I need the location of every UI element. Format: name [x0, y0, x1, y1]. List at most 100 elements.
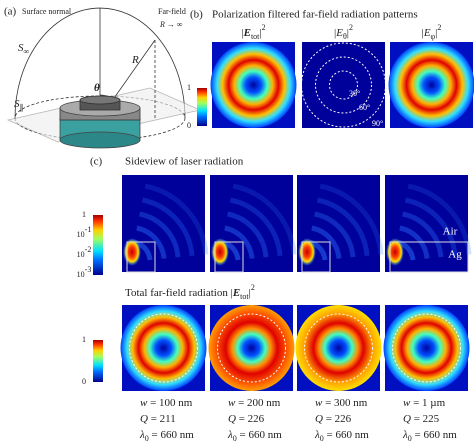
text-segment: 0	[408, 434, 412, 443]
sample-width: w = 100 nm	[140, 397, 193, 409]
text-segment: |	[347, 27, 349, 39]
text-segment: = 211	[148, 413, 176, 425]
annotation: θ	[94, 82, 100, 94]
wavefront	[224, 225, 255, 259]
text-segment: Total far-field radiation |	[125, 287, 233, 299]
geometry-sketch	[6, 7, 202, 149]
text-segment: |	[249, 287, 251, 299]
colorbar	[93, 340, 103, 382]
text-segment: Q	[228, 413, 236, 425]
far-field-pattern	[208, 305, 295, 391]
text-segment: φ	[431, 32, 436, 41]
annotation: S∥	[14, 98, 24, 113]
sample-q: Q = 226	[315, 413, 352, 425]
colorbar-tick: 10-1	[77, 225, 92, 239]
sample-q: Q = 211	[140, 413, 176, 425]
text-segment: = 1 µm	[410, 397, 445, 409]
text-segment: |	[334, 27, 336, 39]
text-segment: λ	[402, 429, 408, 441]
angle-circle	[129, 313, 198, 383]
wavefront	[319, 183, 384, 255]
far-field-pattern	[383, 305, 470, 391]
colorbar-tick: 10-2	[77, 245, 92, 259]
text-segment: Q	[140, 413, 148, 425]
text-segment: E	[243, 27, 251, 39]
far-field-patterns	[197, 42, 474, 128]
text-segment: 0	[82, 377, 86, 386]
text-segment: 10	[77, 230, 85, 239]
text-segment: 1	[82, 210, 86, 219]
wavefront	[232, 183, 297, 255]
text-segment: 1	[187, 83, 191, 92]
structure-outline	[301, 241, 331, 273]
text-segment: = 100 nm	[147, 397, 192, 409]
panel-title: Sideview of laser radiation	[125, 156, 244, 168]
text-segment: Q	[315, 413, 323, 425]
text-segment: = 300 nm	[322, 397, 367, 409]
text-segment: 2	[437, 23, 441, 32]
text-segment: w	[140, 397, 148, 409]
text-segment: -1	[85, 225, 92, 234]
wavefront	[402, 211, 444, 258]
text-segment: θ	[343, 32, 347, 41]
column-label: |Eθ|2	[334, 23, 353, 41]
sample-q: Q = 225	[403, 413, 440, 425]
text-segment: = 660 nm	[149, 429, 194, 441]
sample-q: Q = 226	[228, 413, 265, 425]
text-segment: = 226	[236, 413, 265, 425]
annotation: R	[131, 54, 139, 66]
colorbar-tick: 10-3	[77, 265, 92, 279]
wavefront	[136, 225, 167, 259]
panel-label: (a)	[4, 6, 17, 18]
text-segment: 10	[77, 250, 85, 259]
text-segment: |	[241, 27, 243, 39]
wavefront	[314, 211, 356, 258]
far-field-pattern	[120, 305, 207, 391]
angle-label: 30°	[349, 89, 360, 98]
text-segment: S	[18, 42, 24, 54]
text-segment: |	[435, 27, 437, 39]
text-segment: = 200 nm	[235, 397, 280, 409]
text-segment: 2	[349, 23, 353, 32]
angle-circle	[304, 313, 373, 383]
text-segment: tot	[240, 292, 249, 301]
panel-label: (c)	[90, 156, 103, 168]
colorbar-tick: 1	[82, 335, 86, 344]
text-segment: = 660 nm	[237, 429, 282, 441]
total-far-field-maps	[120, 305, 470, 391]
annotation: R → ∞	[159, 20, 183, 29]
far-field-pattern	[295, 305, 382, 391]
text-segment: w	[315, 397, 323, 409]
sample-wavelength: λ0 = 660 nm	[227, 429, 282, 444]
sample-width: w = 1 µm	[403, 397, 446, 409]
text-segment: λ	[227, 429, 233, 441]
text-segment: ∞	[24, 47, 30, 56]
text-segment: |	[259, 27, 261, 39]
text-segment: 2	[251, 283, 255, 292]
colorbar-tick: 1	[82, 210, 86, 219]
panel-title: Polarization filtered far-field radiatio…	[212, 9, 418, 21]
sample-wavelength: λ0 = 660 nm	[402, 429, 457, 444]
panel-title: Total far-field radiation |Etot|2	[125, 283, 255, 301]
annotation: S∞	[18, 42, 30, 57]
angle-circle	[217, 313, 286, 383]
colorbar-tick: 0	[187, 121, 191, 130]
wavefront	[139, 211, 181, 258]
text-segment: 0	[145, 434, 149, 443]
colorbar-tick: 1	[187, 83, 191, 92]
region-label: Air	[443, 226, 458, 238]
angle-circle	[392, 313, 461, 383]
structure-outline	[214, 241, 244, 273]
wavefront	[404, 197, 458, 257]
text-segment: = 660 nm	[412, 429, 457, 441]
colorbar-tick: 0	[82, 377, 86, 386]
text-segment: -3	[85, 265, 92, 274]
annotation: Far-field	[158, 7, 186, 16]
text-segment: tot	[251, 32, 260, 41]
wavefront	[407, 183, 472, 255]
text-segment: ∥	[20, 103, 24, 112]
sample-width: w = 300 nm	[315, 397, 368, 409]
column-label: |Eφ|2	[422, 23, 442, 41]
text-segment: = 660 nm	[324, 429, 369, 441]
text-segment: S	[14, 98, 20, 110]
